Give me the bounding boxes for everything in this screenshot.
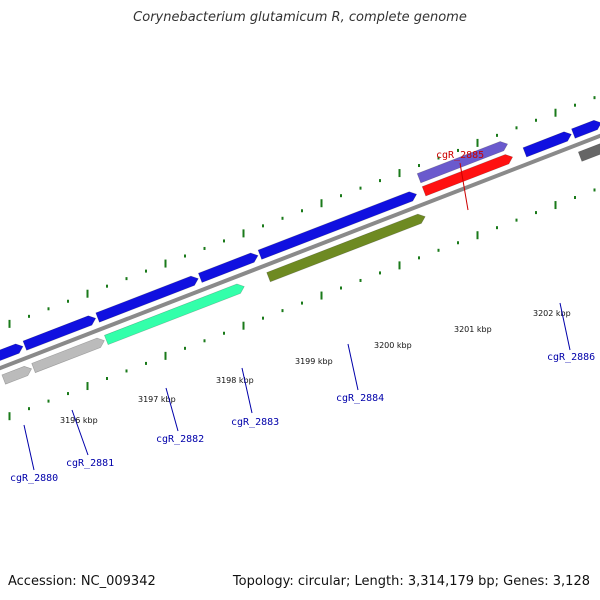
cgR_2882-cds bbox=[95, 275, 199, 323]
scale-label: 3201 kbp bbox=[454, 325, 492, 334]
gene-label: cgR_2883 bbox=[231, 417, 279, 428]
label-leader-line bbox=[23, 424, 35, 471]
genome-stats: Topology: circular; Length: 3,314,179 bp… bbox=[232, 574, 590, 589]
scale-labels: 3196 kbp 3197 kbp 3198 kbp 3199 kbp 3200 kbp… bbox=[60, 309, 571, 425]
cgR_2884-gene bbox=[266, 213, 426, 283]
cgR_2884-cds bbox=[257, 191, 418, 260]
label-leader-line bbox=[241, 367, 253, 414]
cgR_2883-cds bbox=[198, 252, 259, 283]
tick-marks bbox=[8, 96, 596, 421]
backbone-line bbox=[0, 133, 600, 371]
map-title: Corynebacterium glutamicum R, complete g… bbox=[133, 10, 467, 25]
gene-label: cgR_2886 bbox=[547, 352, 595, 363]
label-leader-line bbox=[459, 162, 469, 211]
cgR_2881-cds bbox=[22, 315, 97, 351]
scale-label: 3198 kbp bbox=[216, 376, 254, 385]
label-leader-line bbox=[559, 302, 571, 351]
cgR_2881-gene bbox=[31, 337, 105, 374]
scale-label: 3196 kbp bbox=[60, 416, 98, 425]
label-leader-line bbox=[347, 343, 359, 391]
cgR_2885-cds bbox=[421, 154, 514, 197]
gene-label: cgR_2880 bbox=[10, 473, 58, 484]
scale-label: 3197 kbp bbox=[138, 395, 176, 404]
accession-text: Accession: NC_009342 bbox=[8, 574, 156, 589]
cgR_2882-gene bbox=[104, 283, 245, 345]
gene-label: cgR_2885 bbox=[436, 150, 484, 161]
cgR_2880-gene bbox=[1, 365, 33, 385]
label-leader-line bbox=[71, 409, 89, 456]
scale-label: 3199 kbp bbox=[295, 357, 333, 366]
cgR_2886-cds-a bbox=[522, 131, 572, 158]
cgR_2885-gene bbox=[416, 141, 509, 184]
scale-label: 3202 kbp bbox=[533, 309, 571, 318]
gene-labels: cgR_2880 cgR_2881 cgR_2882 cgR_2883 cgR_2884… bbox=[10, 150, 595, 484]
gene-label: cgR_2882 bbox=[156, 434, 204, 445]
cgR_2886-gene bbox=[577, 143, 600, 162]
gene-label: cgR_2881 bbox=[66, 458, 114, 469]
label-leader-line bbox=[165, 387, 179, 432]
cgR_2880-cds bbox=[0, 343, 24, 361]
gene-label: cgR_2884 bbox=[336, 393, 384, 404]
cgR_2886-cds-b bbox=[571, 119, 600, 139]
scale-label: 3200 kbp bbox=[374, 341, 412, 350]
